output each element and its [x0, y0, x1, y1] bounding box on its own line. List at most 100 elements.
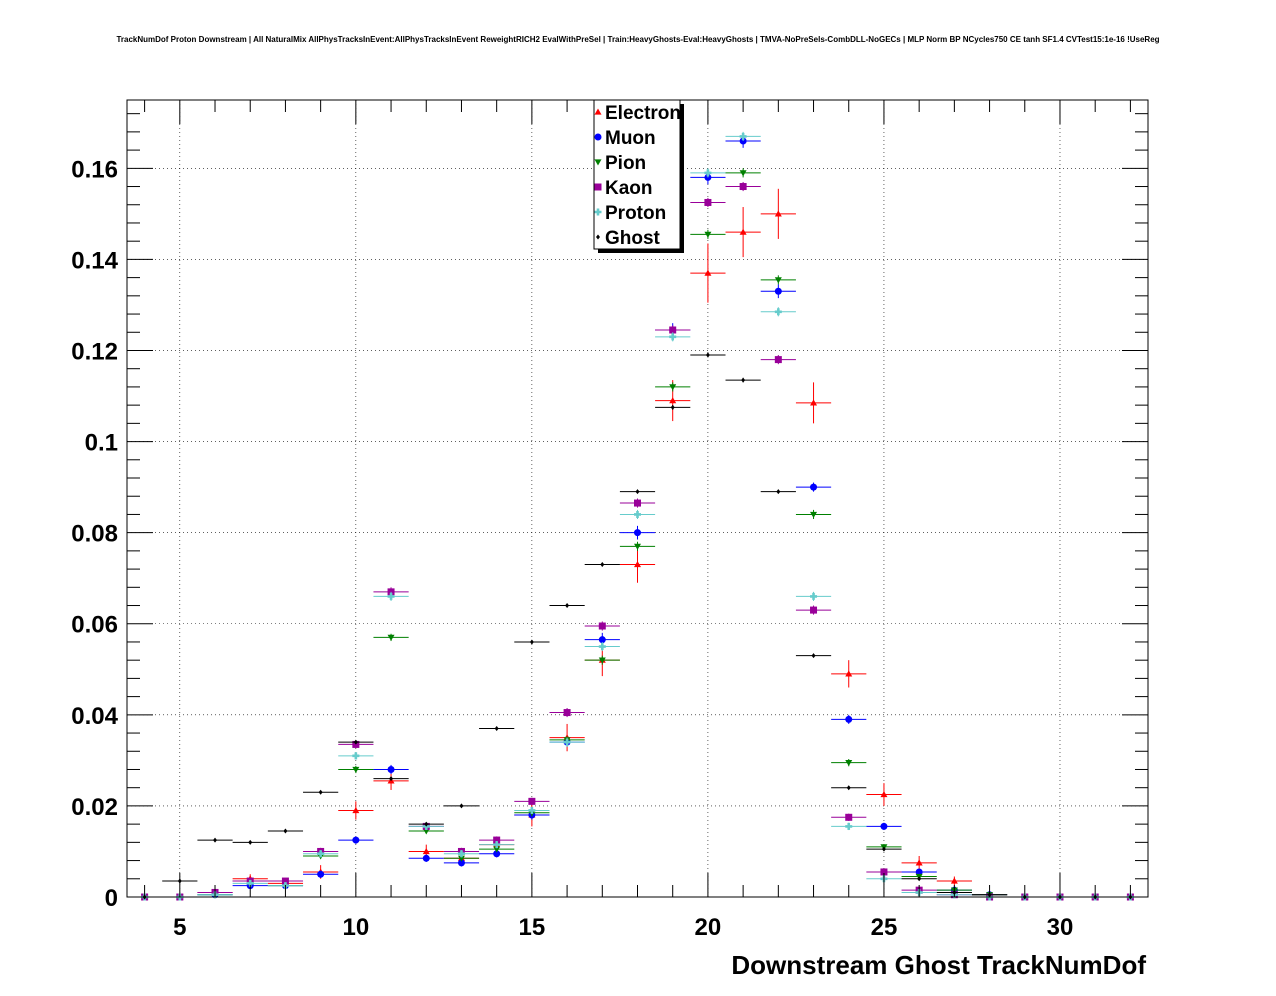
x-axis-title: Downstream Ghost TrackNumDof: [731, 950, 1146, 980]
data-point: [774, 277, 782, 284]
x-tick-label: 15: [519, 914, 546, 941]
data-point: [774, 287, 782, 295]
data-point: [669, 333, 677, 341]
data-point: [493, 836, 501, 844]
data-point: [528, 806, 536, 814]
data-point: [915, 868, 923, 876]
legend-label: Ghost: [605, 228, 661, 249]
data-point: [950, 877, 958, 884]
data-point: [563, 738, 571, 746]
data-point: [598, 657, 606, 664]
data-point: [845, 715, 853, 723]
data-point: [600, 562, 605, 568]
data-point: [739, 183, 747, 191]
data-point: [845, 760, 853, 767]
data-point: [811, 653, 816, 659]
y-tick-label: 0.16: [71, 156, 118, 183]
x-tick-label: 20: [695, 914, 722, 941]
data-point: [459, 803, 464, 809]
data-point: [634, 499, 641, 507]
data-point: [387, 592, 395, 600]
legend-label: Proton: [605, 203, 666, 224]
data-point: [493, 846, 501, 853]
x-tick-label: 5: [173, 914, 186, 941]
series-kaon: [127, 181, 1148, 901]
data-point: [810, 483, 818, 491]
data-point: [917, 876, 922, 882]
legend-marker: [594, 133, 602, 141]
data-point: [352, 752, 360, 760]
y-tick-label: 0.14: [71, 247, 118, 274]
legend-marker: [594, 208, 602, 216]
data-point: [739, 132, 747, 140]
data-point: [387, 634, 395, 641]
data-point: [387, 765, 395, 773]
data-point: [457, 859, 465, 867]
data-point: [634, 510, 641, 518]
data-point: [810, 606, 818, 614]
data-point: [669, 397, 677, 404]
data-point: [318, 789, 323, 795]
axis-ticks: [127, 100, 1148, 898]
data-point: [915, 859, 923, 866]
y-tick-label: 0.1: [85, 430, 118, 457]
data-point: [494, 725, 499, 731]
data-point: [457, 855, 465, 862]
y-tick-label: 0.06: [71, 612, 118, 639]
legend: Electron Muon Pion Kaon Proton Ghost: [593, 99, 684, 253]
data-point: [704, 169, 712, 177]
data-point: [774, 308, 782, 316]
data-point: [634, 529, 641, 537]
data-point: [845, 670, 853, 677]
data-point: [352, 836, 360, 844]
legend-label: Electron: [605, 103, 681, 124]
y-tick-label: 0.08: [71, 521, 118, 548]
data-point: [352, 766, 360, 773]
data-point: [598, 622, 606, 630]
data-point: [669, 326, 677, 334]
x-tick-label: 25: [871, 914, 898, 941]
data-point: [422, 854, 430, 862]
legend-marker: [594, 159, 602, 166]
data-point: [880, 791, 888, 798]
data-point: [776, 489, 781, 495]
data-point: [424, 821, 429, 827]
data-point: [741, 377, 746, 383]
data-point: [457, 850, 465, 858]
data-point: [493, 841, 501, 849]
data-point: [846, 785, 851, 791]
data-point: [705, 352, 710, 358]
data-point: [845, 813, 853, 821]
data-point: [880, 868, 888, 876]
chart-title: TrackNumDof Proton Downstream | All Natu…: [116, 35, 1159, 44]
y-tick-label: 0.02: [71, 794, 118, 821]
data-point: [739, 170, 747, 177]
data-point: [669, 384, 677, 391]
data-point: [810, 592, 818, 600]
data-point: [880, 822, 888, 830]
x-tick-label: 30: [1047, 914, 1074, 941]
data-point: [563, 709, 571, 717]
y-tick-label: 0.04: [71, 703, 118, 730]
data-point: [774, 356, 782, 364]
data-point: [704, 198, 712, 206]
data-point: [598, 643, 606, 651]
data-point: [634, 543, 641, 550]
data-point: [389, 776, 394, 782]
data-point: [246, 879, 254, 887]
data-point: [529, 639, 534, 645]
data-point: [739, 228, 747, 235]
data-point: [565, 603, 570, 609]
legend-marker: [594, 108, 602, 115]
data-point: [670, 404, 675, 410]
data-point: [422, 847, 430, 855]
data-point: [881, 846, 886, 852]
data-point: [353, 739, 358, 745]
data-point: [704, 269, 712, 276]
legend-label: Pion: [605, 153, 646, 174]
data-point: [281, 877, 289, 885]
y-tick-label: 0.12: [71, 338, 118, 365]
tick-labels: 5 10 15 20 25 30 0 0.02 0.04 0.06 0.08 0.1 0.12 0.14 0…: [71, 156, 1073, 941]
data-point: [774, 210, 782, 217]
